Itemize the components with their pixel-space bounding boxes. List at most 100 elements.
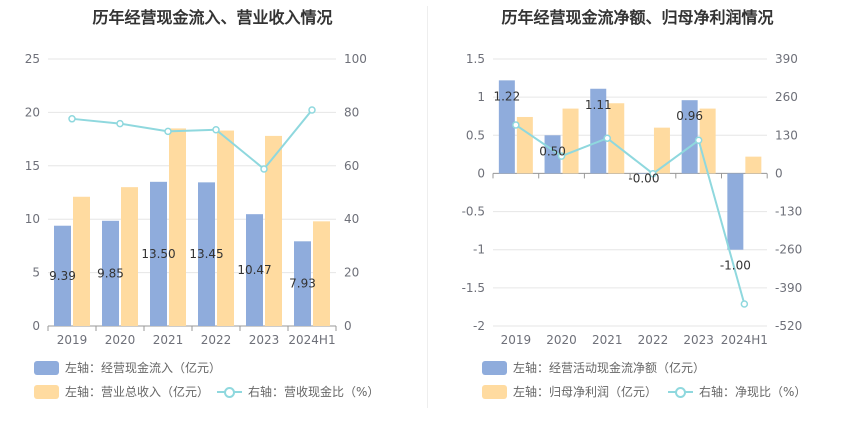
ratio-line-point — [68, 115, 76, 123]
panel-divider — [427, 6, 428, 408]
x-axis-tick-label: 2021 — [153, 333, 184, 347]
chart-panel-right: 历年经营现金流净额、归母净利润情况 -2 -520 -1.5 -390 -1 -260 -0… — [425, 0, 850, 437]
legend-label: 左轴：经营活动现金流净额（亿元） — [513, 361, 706, 375]
x-axis-tick-label: 2021 — [592, 333, 623, 347]
ratio-line-point — [603, 134, 611, 142]
chart-panel-left: 历年经营现金流入、营业收入情况 0 0 5 20 10 40 15 60 20 80 25 100 20… — [25, 8, 380, 400]
right-axis-tick-label: -260 — [775, 243, 802, 257]
ratio-line-point — [740, 300, 749, 308]
left-axis-tick-label: 0 — [477, 166, 485, 180]
legend-item-revenue[interactable]: 左轴：营业总收入（亿元） — [34, 383, 209, 400]
bar-primary — [544, 135, 561, 174]
bar-primary — [246, 214, 263, 326]
right-axis-tick-label: 0 — [775, 166, 783, 180]
legend-swatch-line — [668, 385, 693, 399]
left-axis-tick-label: 0 — [32, 319, 40, 333]
legend-label: 右轴：营收现金比（%） — [248, 385, 380, 399]
legend-swatch-bar — [482, 384, 507, 399]
left-axis-tick-label: 0.5 — [466, 128, 485, 142]
left-axis-tick-label: 10 — [25, 212, 40, 226]
legend-label: 左轴：营业总收入（亿元） — [65, 385, 210, 399]
right-axis-tick-label: 130 — [775, 128, 798, 142]
x-axis-tick-label: 2024H1 — [288, 333, 335, 347]
right-axis-tick-label: -390 — [775, 281, 802, 295]
bar-data-label: 13.45 — [189, 247, 223, 261]
chart-title: 历年经营现金流入、营业收入情况 — [92, 8, 333, 27]
bar-data-label: 0.96 — [676, 109, 703, 123]
ratio-line-point — [164, 127, 172, 136]
legend-label: 左轴：经营现金流入（亿元） — [65, 361, 222, 375]
legend-label: 右轴：净现比（%） — [699, 385, 807, 399]
bar-data-label: 1.11 — [585, 98, 612, 112]
bar-data-label: 9.85 — [97, 266, 124, 280]
ratio-line-point — [694, 136, 703, 145]
right-axis-tick-label: -520 — [775, 319, 802, 333]
ratio-line-point — [260, 165, 268, 173]
left-axis-tick-label: 5 — [32, 266, 40, 280]
chart-plot-area: -2 -520 -1.5 -390 -1 -260 -0.5 -130 0 0 0.5 130 1 260… — [462, 52, 803, 347]
left-axis-tick-label: -0.5 — [462, 205, 485, 219]
ratio-line — [71, 109, 313, 171]
ratio-line-point — [649, 169, 657, 178]
right-axis-tick-label: 0 — [344, 319, 352, 333]
x-axis-tick-label: 2020 — [546, 333, 577, 347]
bar-secondary — [653, 127, 670, 174]
legend-item-net-profit[interactable]: 左轴：归母净利润（亿元） — [482, 383, 657, 400]
left-axis-tick-label: -2 — [473, 319, 485, 333]
left-axis-tick-label: -1 — [473, 243, 485, 257]
right-axis-tick-label: 390 — [775, 52, 798, 66]
left-axis-tick-label: 1 — [477, 90, 485, 104]
bar-primary — [590, 88, 607, 174]
right-axis-tick-label: 40 — [344, 212, 359, 226]
right-axis-tick-label: 20 — [344, 266, 359, 280]
bar-data-label: 10.47 — [237, 263, 271, 277]
right-axis-tick-label: 260 — [775, 90, 798, 104]
x-axis-tick-label: 2023 — [249, 333, 280, 347]
bar-primary — [150, 181, 167, 326]
bar-primary — [681, 100, 698, 174]
left-axis-tick-label: -1.5 — [462, 281, 485, 295]
right-axis-tick-label: 80 — [344, 105, 359, 119]
legend-item-net-cash-flow[interactable]: 左轴：经营活动现金流净额（亿元） — [482, 359, 705, 376]
left-axis-tick-label: 15 — [25, 159, 40, 173]
legend-item-cash-inflow[interactable]: 左轴：经营现金流入（亿元） — [34, 359, 221, 376]
bar-primary — [727, 173, 744, 250]
legend-swatch-bar — [34, 360, 59, 375]
x-axis-tick-label: 2024H1 — [721, 333, 768, 347]
bar-secondary — [121, 187, 138, 326]
x-axis-tick-label: 2023 — [683, 333, 714, 347]
bar-primary — [54, 225, 71, 326]
left-axis-tick-label: 20 — [25, 105, 40, 119]
bar-primary — [102, 220, 119, 326]
bar-data-label: -1.00 — [720, 259, 751, 273]
x-axis-tick-label: 2019 — [57, 333, 88, 347]
bar-data-label: 9.39 — [49, 269, 76, 283]
bar-secondary — [745, 156, 762, 174]
ratio-line-point — [212, 126, 220, 134]
legend-swatch-bar — [482, 360, 507, 375]
bar-data-label: 1.22 — [493, 89, 520, 103]
bar-secondary — [516, 116, 533, 174]
bar-data-label: 13.50 — [141, 247, 175, 261]
legend-item-ratio[interactable]: 右轴：营收现金比（%） — [217, 383, 379, 400]
ratio-line — [515, 124, 746, 305]
x-axis-tick-label: 2020 — [105, 333, 136, 347]
bar-data-label: 0.50 — [539, 144, 566, 158]
legend-item-cash-ratio[interactable]: 右轴：净现比（%） — [668, 383, 806, 400]
right-axis-tick-label: -130 — [775, 205, 802, 219]
right-axis-tick-label: 60 — [344, 159, 359, 173]
bar-secondary — [313, 221, 330, 326]
bar-secondary — [217, 130, 234, 326]
bar-data-label: 7.93 — [289, 277, 316, 291]
x-axis-tick-label: 2022 — [638, 333, 669, 347]
left-axis-tick-label: 1.5 — [466, 52, 485, 66]
chart-title: 历年经营现金流净额、归母净利润情况 — [501, 8, 774, 27]
legend-label: 左轴：归母净利润（亿元） — [513, 385, 658, 399]
ratio-line-point — [512, 121, 520, 129]
ratio-line-point — [557, 152, 566, 160]
legend-swatch-line — [217, 385, 242, 399]
x-axis-tick-label: 2022 — [201, 333, 232, 347]
chart-plot-area: 0 0 5 20 10 40 15 60 20 80 25 100 2019 2020 2021 2022 20… — [25, 52, 367, 347]
legend-swatch-bar — [34, 384, 59, 399]
bar-secondary — [73, 196, 90, 326]
